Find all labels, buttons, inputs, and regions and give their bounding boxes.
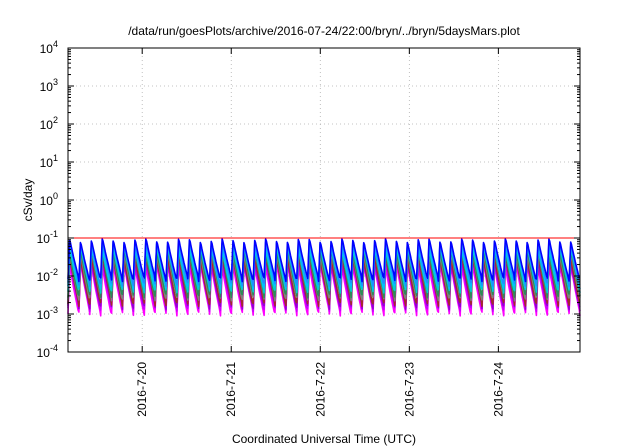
y-tick-label: 10-4 <box>37 343 58 360</box>
y-tick-label: 10-2 <box>37 267 58 284</box>
x-tick-label: 2016-7-24 <box>491 362 505 417</box>
y-axis-label: cSv/day <box>21 179 35 222</box>
x-tick-label: 2016-7-22 <box>313 362 327 417</box>
x-axis-label: Coordinated Universal Time (UTC) <box>232 432 416 446</box>
axis-ticks: 10-4 10-3 10-2 10-1 100 101 102 103 104 2016-7-20… <box>37 39 580 417</box>
y-tick-label: 103 <box>40 77 58 94</box>
chart-title: /data/run/goesPlots/archive/2016-07-24/2… <box>128 24 520 38</box>
y-tick-label: 104 <box>40 39 58 56</box>
y-tick-label: 100 <box>40 191 58 208</box>
x-tick-label: 2016-7-20 <box>135 362 149 417</box>
plot-series <box>67 238 581 317</box>
y-tick-label: 101 <box>40 153 58 170</box>
series-line <box>67 238 581 283</box>
x-tick-label: 2016-7-21 <box>224 362 238 417</box>
x-tick-label: 2016-7-23 <box>402 362 416 417</box>
y-tick-label: 10-1 <box>37 229 58 246</box>
y-tick-label: 102 <box>40 115 58 132</box>
y-tick-label: 10-3 <box>37 305 58 322</box>
